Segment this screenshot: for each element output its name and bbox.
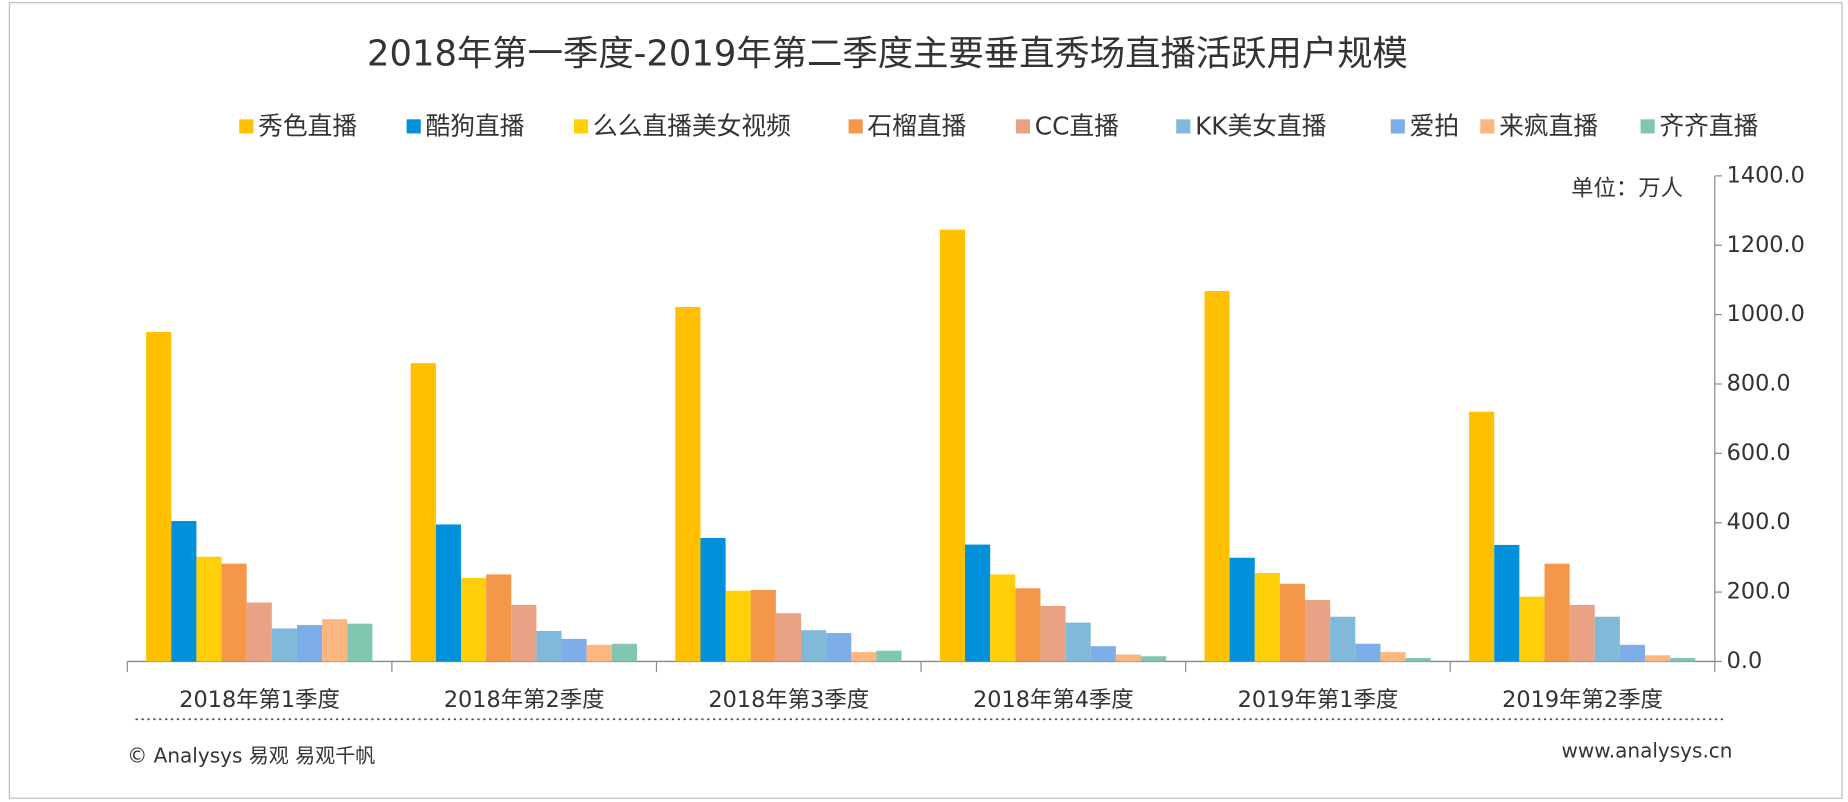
bar <box>536 630 562 662</box>
bar <box>1090 646 1116 662</box>
bar <box>725 590 751 662</box>
frame <box>8 2 1843 799</box>
bar <box>1115 654 1141 662</box>
bar <box>876 650 902 662</box>
bar <box>221 563 247 662</box>
bar <box>435 524 462 662</box>
bar <box>1140 656 1167 662</box>
legend-label: 秀色直播 <box>258 112 357 141</box>
bar <box>1405 657 1431 662</box>
bar <box>851 652 877 662</box>
x-tick-label: 2019年第1季度 <box>1238 687 1399 713</box>
bar <box>146 331 172 662</box>
bar <box>461 577 487 662</box>
bar <box>1040 605 1066 662</box>
bar <box>611 643 637 662</box>
bar <box>322 619 348 662</box>
legend-label: KK美女直播 <box>1195 112 1327 141</box>
legend-label: CC直播 <box>1035 112 1119 141</box>
bar <box>1065 622 1091 662</box>
bar <box>271 628 297 662</box>
chart-title: 2018年第一季度-2019年第二季度主要垂直秀场直播活跃用户规模 <box>367 34 1408 75</box>
legend-swatch <box>1480 119 1495 134</box>
legend-swatch <box>1640 119 1655 134</box>
legend-label: 爱拍 <box>1410 112 1460 141</box>
bar <box>511 604 537 662</box>
legend-label: 么么直播美女视频 <box>593 112 791 141</box>
legend-label: 酷狗直播 <box>425 112 524 141</box>
bar <box>1229 557 1255 662</box>
y-tick-label: 1200.0 <box>1727 232 1805 258</box>
bar <box>675 306 701 662</box>
bar <box>826 633 852 662</box>
y-tick-label: 400.0 <box>1727 509 1791 535</box>
y-tick-label: 0.0 <box>1727 648 1763 674</box>
bar <box>990 574 1016 662</box>
bar <box>1279 583 1306 662</box>
bar <box>1015 588 1041 662</box>
legend-swatch <box>1176 119 1191 134</box>
legend-label: 来疯直播 <box>1499 112 1598 141</box>
y-tick-label: 1400.0 <box>1727 162 1805 188</box>
legend-swatch <box>1390 119 1405 134</box>
footer-left: © Analysys 易观 易观千帆 <box>127 743 375 767</box>
legend-swatch <box>573 119 589 134</box>
bar <box>1569 604 1595 662</box>
bar <box>1355 643 1381 662</box>
bar <box>1380 652 1406 662</box>
bar <box>1494 544 1520 662</box>
bar <box>700 537 726 662</box>
legend-swatch <box>406 119 421 134</box>
legend-swatch <box>848 119 863 134</box>
bar <box>296 625 323 662</box>
bar <box>1645 655 1671 662</box>
legend-swatch <box>1015 119 1031 134</box>
y-tick-label: 800.0 <box>1727 370 1791 396</box>
x-tick-label: 2019年第2季度 <box>1502 687 1663 713</box>
x-tick-label: 2018年第1季度 <box>179 687 340 713</box>
bar <box>1330 616 1356 662</box>
unit-label: 单位：万人 <box>1571 175 1683 201</box>
bar <box>801 630 827 662</box>
bar <box>246 602 272 662</box>
legend-label: 齐齐直播 <box>1659 112 1758 141</box>
footer-right: www.analysys.cn <box>1561 739 1732 763</box>
bar <box>486 574 512 662</box>
y-tick-label: 600.0 <box>1727 440 1791 466</box>
x-tick-label: 2018年第3季度 <box>708 687 869 713</box>
bar <box>939 229 966 662</box>
bar <box>171 520 197 662</box>
bar <box>1544 563 1570 662</box>
bar <box>410 363 436 662</box>
bar <box>1254 573 1280 662</box>
legend-swatch <box>239 119 254 134</box>
bar <box>1469 411 1495 662</box>
bar <box>1670 657 1696 662</box>
legend-label: 石榴直播 <box>867 112 966 141</box>
x-tick-label: 2018年第4季度 <box>973 687 1134 713</box>
y-tick-label: 200.0 <box>1727 579 1791 605</box>
bar <box>1619 644 1646 662</box>
bar <box>1204 291 1230 662</box>
y-tick-label: 1000.0 <box>1727 301 1805 327</box>
bar <box>965 544 991 662</box>
bar <box>586 644 612 662</box>
x-tick-label: 2018年第2季度 <box>444 687 605 713</box>
bar <box>196 556 222 662</box>
bar <box>1594 616 1620 662</box>
bar <box>750 590 776 662</box>
bar <box>1305 600 1331 662</box>
bar <box>1519 596 1545 662</box>
bar <box>347 623 373 662</box>
bar <box>775 613 802 662</box>
bar <box>561 638 587 662</box>
